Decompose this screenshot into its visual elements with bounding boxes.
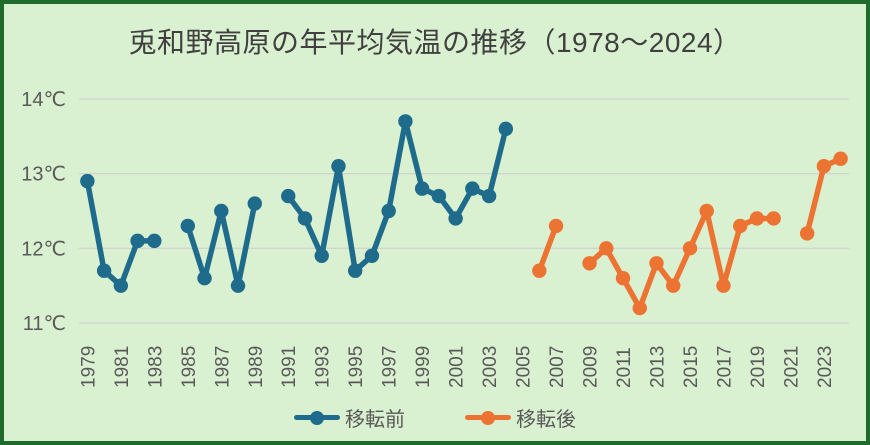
x-tick-label: 1985 bbox=[179, 346, 200, 388]
y-tick-label: 13℃ bbox=[21, 164, 66, 186]
data-point-1986 bbox=[197, 271, 212, 286]
data-point-2018 bbox=[732, 218, 748, 234]
data-point-1995 bbox=[347, 263, 363, 278]
x-tick-label: 2019 bbox=[748, 346, 769, 388]
data-point-1983 bbox=[147, 233, 162, 249]
x-tick-label: 1993 bbox=[313, 346, 334, 388]
x-tick-label: 1981 bbox=[112, 346, 133, 388]
legend: 移転前 移転後 bbox=[4, 403, 866, 432]
x-tick-label: 2021 bbox=[781, 346, 802, 388]
legend-item-after-move: 移転後 bbox=[465, 403, 576, 432]
data-point-1985 bbox=[180, 218, 196, 234]
x-tick-label: 2023 bbox=[815, 346, 836, 388]
legend-label: 移転後 bbox=[516, 409, 576, 431]
x-tick-label: 1979 bbox=[78, 346, 99, 388]
data-point-2012 bbox=[632, 300, 647, 316]
x-tick-label: 2009 bbox=[581, 346, 602, 388]
x-tick-label: 1995 bbox=[346, 346, 367, 388]
data-point-1994 bbox=[331, 159, 346, 174]
x-tick-label: 2017 bbox=[714, 346, 735, 388]
data-point-1987 bbox=[214, 203, 229, 219]
data-point-2019 bbox=[749, 211, 765, 226]
data-point-2011 bbox=[615, 271, 631, 286]
x-tick-label: 2001 bbox=[447, 346, 468, 388]
series-after-move bbox=[532, 151, 848, 316]
y-tick-label: 12℃ bbox=[21, 238, 66, 260]
legend-label: 移転前 bbox=[345, 409, 405, 431]
data-point-1991 bbox=[281, 188, 296, 204]
data-point-2013 bbox=[649, 256, 664, 271]
data-point-1980 bbox=[96, 263, 112, 278]
data-point-2006 bbox=[532, 263, 547, 278]
data-point-1998 bbox=[398, 114, 413, 129]
data-point-1981 bbox=[113, 278, 129, 293]
data-point-2020 bbox=[766, 211, 781, 226]
x-tick-label: 1991 bbox=[279, 346, 300, 388]
data-point-2024 bbox=[833, 151, 848, 166]
data-point-2017 bbox=[716, 278, 731, 293]
data-point-2023 bbox=[816, 159, 832, 174]
data-point-1988 bbox=[230, 278, 246, 293]
x-tick-label: 1989 bbox=[246, 346, 267, 388]
line-chart-plot-area: 14℃ 13℃ 12℃ 11℃ 1979 1981 1983 1985 1987 1989 1991… bbox=[21, 89, 849, 388]
x-tick-label: 1999 bbox=[413, 346, 434, 388]
data-point-2022 bbox=[799, 226, 815, 241]
data-point-1982 bbox=[130, 233, 145, 249]
y-tick-label: 11℃ bbox=[23, 313, 66, 335]
x-tick-label: 2003 bbox=[480, 346, 501, 388]
x-tick-label: 2005 bbox=[514, 346, 535, 388]
x-tick-label: 1997 bbox=[380, 346, 401, 388]
x-tick-label: 2013 bbox=[648, 346, 669, 388]
x-tick-label: 2015 bbox=[681, 346, 702, 388]
data-point-2016 bbox=[699, 203, 714, 219]
data-point-1997 bbox=[381, 203, 396, 219]
y-tick-label: 14℃ bbox=[21, 89, 66, 111]
data-point-2009 bbox=[582, 256, 597, 271]
data-point-2004 bbox=[498, 121, 514, 137]
x-tick-label: 2011 bbox=[614, 347, 635, 388]
chart-title: 兎和野高原の年平均気温の推移（1978～2024） bbox=[128, 27, 742, 58]
data-point-2010 bbox=[599, 241, 614, 256]
data-point-2003 bbox=[481, 188, 497, 204]
series-line bbox=[536, 223, 559, 274]
x-tick-label: 1983 bbox=[145, 346, 166, 388]
data-point-2007 bbox=[548, 218, 564, 234]
data-point-1992 bbox=[297, 211, 313, 226]
x-tick-label: 2007 bbox=[547, 346, 568, 388]
data-point-2000 bbox=[431, 188, 447, 204]
data-point-1989 bbox=[247, 196, 262, 211]
x-tick-label: 1987 bbox=[212, 346, 233, 388]
legend-line-dot-icon bbox=[294, 410, 340, 425]
data-point-1996 bbox=[364, 248, 380, 263]
data-point-1993 bbox=[314, 248, 329, 263]
data-point-1999 bbox=[414, 181, 430, 196]
data-point-2001 bbox=[448, 211, 463, 226]
series-before-move bbox=[80, 114, 514, 293]
data-point-2014 bbox=[666, 278, 681, 293]
legend-item-before-move: 移転前 bbox=[294, 403, 405, 432]
data-point-1979 bbox=[80, 173, 95, 189]
data-point-2015 bbox=[682, 241, 698, 256]
data-point-2002 bbox=[465, 181, 480, 196]
legend-line-dot-icon bbox=[465, 410, 511, 425]
